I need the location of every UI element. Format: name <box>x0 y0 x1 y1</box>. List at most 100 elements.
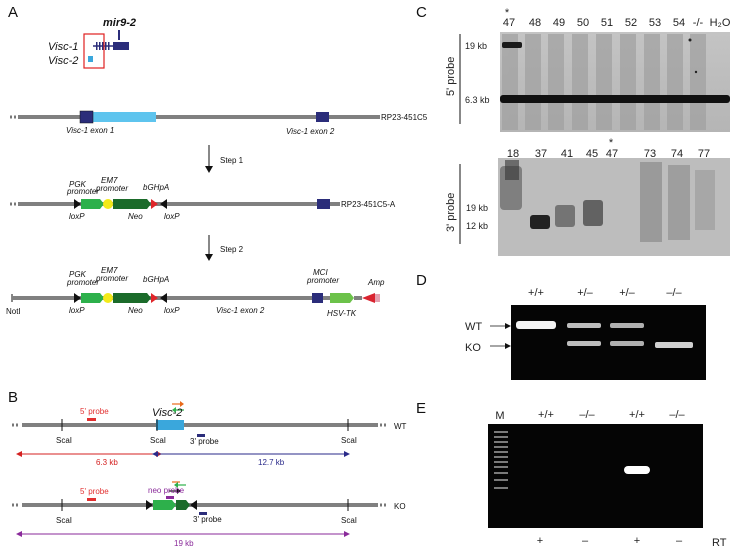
neo-probe <box>166 496 174 499</box>
visc2-label: Visc-2 <box>48 55 78 67</box>
gel-e-lanes: +/+ –/– +/+ –/– <box>538 409 685 421</box>
mc1-label-2: promoter <box>306 276 339 285</box>
band-19kb <box>502 42 522 48</box>
top-lane-6: 52 <box>625 17 637 29</box>
loxp-label-2: loxP <box>164 212 180 221</box>
bac-label-1: RP23-451C5 <box>381 113 428 122</box>
visc2-label-b: Visc-2 <box>152 407 182 419</box>
dist-127: 12.7 kb <box>258 458 285 467</box>
probe5-label-c: 5' probe <box>445 57 457 96</box>
em7-label-2: promoter <box>95 184 128 193</box>
loxp-label-1: loxP <box>69 212 85 221</box>
ko-map <box>12 481 388 537</box>
scai-ko-1: ScaI <box>56 516 72 525</box>
probe3-label-c: 3' probe <box>445 193 457 232</box>
step1-label: Step 1 <box>220 156 244 165</box>
rt-mark-4: – <box>676 535 683 547</box>
panel-label-e: E <box>416 400 426 417</box>
gel-e-lane-3: +/+ <box>629 409 645 421</box>
band-rt-positive <box>624 466 650 474</box>
visc2-exon <box>88 56 93 62</box>
top-lane-5: 51 <box>601 17 613 29</box>
gel-d <box>511 305 706 380</box>
bottom-lane-3: 41 <box>561 148 573 160</box>
blot-bottom <box>498 158 730 256</box>
dist-63: 6.3 kb <box>96 458 118 467</box>
top-lane-3: 49 <box>553 17 565 29</box>
neo-label-2: Neo <box>128 306 143 315</box>
pgk-label-3: PGK <box>69 270 87 279</box>
bottom-lane-2: 37 <box>535 148 547 160</box>
neo-cassette <box>113 199 151 209</box>
highlight-box <box>83 33 105 69</box>
bghpa <box>151 199 158 209</box>
top-lane-4: 50 <box>577 17 589 29</box>
wt-map <box>12 401 388 457</box>
wt-label-d: WT <box>465 321 482 333</box>
hsvtk-label: HSV-TK <box>327 309 357 318</box>
bottom-lane-1: 18 <box>507 148 519 160</box>
star-top: * <box>505 7 510 19</box>
gel-d-lane-3: +/– <box>619 287 635 299</box>
neo-probe-label: neo probe <box>148 486 185 495</box>
probe3-label-wt: 3' probe <box>190 437 219 446</box>
ko-label-b: KO <box>394 502 406 511</box>
exon1-label: Visc-1 exon 1 <box>66 126 114 135</box>
probe5-label-ko: 5' probe <box>80 487 109 496</box>
probe-3-wt <box>197 434 205 437</box>
rt-mark-3: + <box>634 535 640 547</box>
mir-exon <box>113 42 129 50</box>
loxp-2 <box>160 199 167 209</box>
scai-wt-3: ScaI <box>341 436 357 445</box>
mc1-label-1: MCI <box>313 268 328 277</box>
scai-wt-2: ScaI <box>150 436 166 445</box>
top-lane-8: 54 <box>673 17 685 29</box>
step2-arrow <box>205 235 213 261</box>
top-lane-1: 47 <box>503 17 515 29</box>
visc1-label: Visc-1 <box>48 41 78 53</box>
probe-5-ko <box>87 498 96 501</box>
bottom-lane-7: 74 <box>671 148 683 160</box>
gel-e-lane-2: –/– <box>579 409 595 421</box>
gene-locus <box>83 30 129 69</box>
bottom-lane-4: 45 <box>586 148 598 160</box>
exon2-label-2: Visc-1 exon 2 <box>216 306 265 315</box>
top-19kb-label: 19 kb <box>465 41 487 51</box>
loxp-1 <box>74 199 81 209</box>
mir9-2-label: mir9-2 <box>103 17 136 29</box>
em7-promoter <box>103 199 113 209</box>
gel-d-lane-4: –/– <box>666 287 682 299</box>
bottom-lane-8: 77 <box>698 148 710 160</box>
blot-top <box>500 32 730 132</box>
probe-5-wt <box>87 418 96 421</box>
bac-line-2 <box>10 199 340 209</box>
panel-label-b: B <box>8 389 18 406</box>
probe5-label-wt: 5' probe <box>80 407 109 416</box>
pgk-promoter <box>81 199 104 209</box>
noti-label: NotI <box>6 307 21 316</box>
neo-label-1: Neo <box>128 212 143 221</box>
loxp-label-4: loxP <box>164 306 180 315</box>
bottom-lane-6: 73 <box>644 148 656 160</box>
targeting-vector <box>11 293 380 303</box>
pgk-label-1: PGK <box>69 180 87 189</box>
exon2-label-1: Visc-1 exon 2 <box>286 127 335 136</box>
scai-ko-2: ScaI <box>341 516 357 525</box>
probe-3-ko <box>199 512 207 515</box>
bac-line-1 <box>10 110 380 124</box>
panel-label-d: D <box>416 272 427 289</box>
panel-label-c: C <box>416 4 427 21</box>
bot-19kb-label: 19 kb <box>466 203 488 213</box>
scai-wt-1: ScaI <box>56 436 72 445</box>
gel-e-rt: + – + – RT <box>537 535 727 549</box>
bghpa-label-2: bGHpA <box>143 275 169 284</box>
gel-d-lane-2: +/– <box>577 287 593 299</box>
em7-label-4: promoter <box>95 274 128 283</box>
loxp-label-3: loxP <box>69 306 85 315</box>
top-lane-7: 53 <box>649 17 661 29</box>
em7-label-3: EM7 <box>101 266 118 275</box>
bottom-lane-labels: 18 37 41 45 47 73 74 77 <box>507 148 710 160</box>
band-wt-lane1 <box>516 321 556 329</box>
top-63kb-label: 6.3 kb <box>465 95 490 105</box>
